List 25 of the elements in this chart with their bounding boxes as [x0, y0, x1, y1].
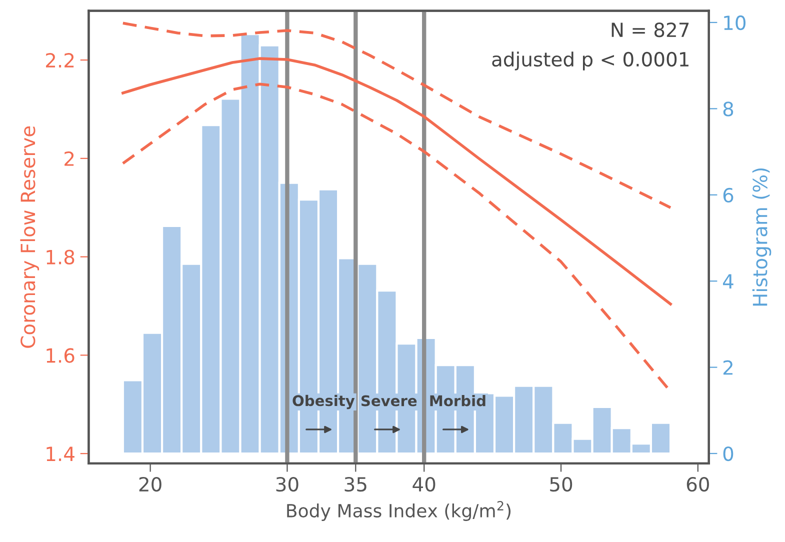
x-tick-label: 35: [344, 476, 366, 492]
y2-tick-label: 4: [723, 274, 734, 288]
x-axis-title: Body Mass Index (kg/m$^{2}$): [287, 500, 510, 522]
y-axis-title: Coronary Flow Reserve: [20, 126, 40, 348]
x-tick-label: 60: [686, 476, 709, 492]
y-tick-label: 2.2: [46, 52, 74, 68]
y-tick-label: 2: [64, 151, 74, 166]
x-tick-label: 20: [139, 476, 162, 492]
x-tick-label: 40: [412, 476, 436, 492]
y-tick-label: 1.6: [46, 348, 74, 363]
annotation: N = 827: [612, 22, 689, 38]
y2-tick-label: 8: [723, 102, 734, 116]
y-tick-label: 1.4: [46, 446, 74, 461]
x-tick-label: 30: [276, 476, 298, 492]
ref-line-label: Severe: [361, 395, 417, 406]
ref-line-label: Obesity: [292, 394, 355, 410]
annotation: adjusted p < 0.0001: [492, 52, 688, 70]
y2-tick-label: 2: [723, 360, 732, 375]
x-tick-label: 50: [550, 476, 572, 492]
y-tick-label: 1.8: [46, 250, 74, 264]
y2-tick-label: 10: [724, 15, 746, 30]
ref-line-label: Morbid: [430, 394, 486, 406]
y2-tick-label: 6: [723, 188, 734, 203]
y2-tick-label: 0: [723, 446, 734, 462]
y2-axis-title: Histogram (%): [752, 168, 772, 306]
